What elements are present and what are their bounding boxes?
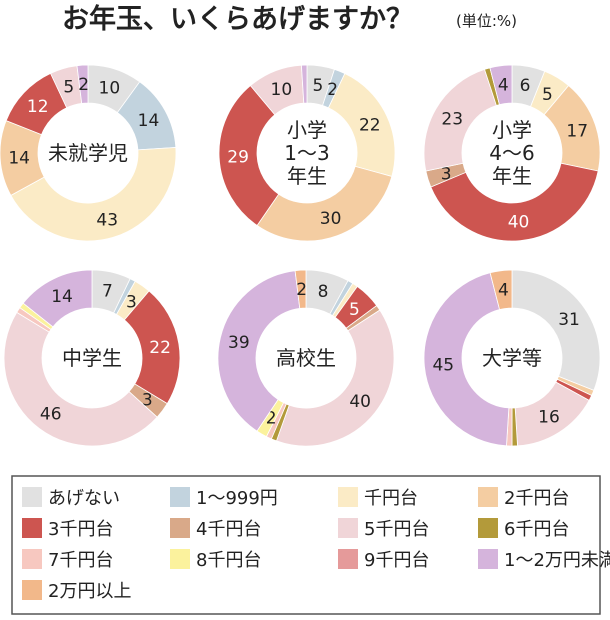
legend-swatch-9 <box>22 549 42 569</box>
data-label-2-5: 29 <box>227 147 249 167</box>
legend-label-12: 1〜2万円未満 <box>504 550 610 571</box>
legend-label-2: 1〜999円 <box>196 488 278 509</box>
data-label-1-4: 14 <box>8 148 30 168</box>
legend-swatch-13 <box>22 580 42 600</box>
slice-6-1 <box>511 269 601 391</box>
data-label-5-7: 40 <box>349 392 371 412</box>
slice-5-7 <box>275 309 395 447</box>
slice-2-5 <box>218 85 280 227</box>
data-label-4-12: 14 <box>51 287 73 307</box>
legend-swatch-10 <box>170 549 190 569</box>
slice-5-13 <box>294 269 307 309</box>
slice-6-13 <box>489 269 513 311</box>
slice-2-4 <box>256 165 393 242</box>
donut-center-label-2: 年生 <box>287 164 327 188</box>
slice-1-12 <box>76 64 89 104</box>
legend-swatch-5 <box>22 518 42 538</box>
legend-label-7: 5千円台 <box>364 519 429 540</box>
data-label-3-6: 3 <box>441 164 452 184</box>
data-label-6-12: 45 <box>432 355 454 375</box>
slice-3-5 <box>430 162 599 242</box>
data-label-5-13: 2 <box>296 280 307 300</box>
legend-box <box>11 475 601 615</box>
legend-swatch-3 <box>338 487 358 507</box>
donut-center-label-3: 4〜6 <box>489 141 534 165</box>
legend-swatch-7 <box>338 518 358 538</box>
legend-label-9: 7千円台 <box>48 550 113 571</box>
data-label-4-1: 7 <box>102 282 113 302</box>
donut-center-label-4: 中学生 <box>62 346 122 370</box>
data-label-3-4: 17 <box>566 121 588 141</box>
legend-label-11: 9千円台 <box>364 550 429 571</box>
data-label-2-4: 30 <box>320 209 342 229</box>
data-label-3-7: 23 <box>441 110 463 130</box>
donut-center-label-2: 小学 <box>287 118 327 142</box>
data-label-1-2: 14 <box>138 111 160 131</box>
legend-swatch-1 <box>22 487 42 507</box>
legend-swatch-11 <box>338 549 358 569</box>
data-label-5-12: 39 <box>228 333 250 353</box>
donut-center-label-3: 小学 <box>492 118 532 142</box>
data-label-4-3: 3 <box>126 292 137 312</box>
legend-label-1: あげない <box>48 488 120 509</box>
data-label-1-5: 12 <box>27 97 49 117</box>
donut-center-label-5: 高校生 <box>276 346 336 370</box>
legend-swatch-12 <box>478 549 498 569</box>
data-label-1-7: 5 <box>63 78 74 98</box>
slice-3-12 <box>489 64 513 106</box>
legend-label-5: 3千円台 <box>48 519 113 540</box>
legend-label-4: 2千円台 <box>504 488 569 509</box>
donut-center-label-3: 年生 <box>492 164 532 188</box>
unit-label: (単位:%) <box>456 12 517 30</box>
slice-4-12 <box>22 269 93 328</box>
data-label-1-12: 2 <box>78 75 89 95</box>
legend-label-8: 6千円台 <box>504 519 569 540</box>
data-label-5-1: 8 <box>318 282 329 302</box>
donut-chart-1: 10 14 43 14 12 5 2 未就学児 <box>0 64 177 242</box>
slice-6-12 <box>423 272 510 447</box>
legend-label-13: 2万円以上 <box>48 581 131 602</box>
slice-5-12 <box>217 270 301 432</box>
slice-1-3 <box>10 147 177 242</box>
data-label-5-5: 5 <box>349 300 360 320</box>
legend-swatch-2 <box>170 487 190 507</box>
data-label-2-7: 10 <box>271 80 293 100</box>
data-label-1-1: 10 <box>99 78 121 98</box>
donut-center-label-2: 1〜3 <box>284 141 329 165</box>
legend-swatch-6 <box>170 518 190 538</box>
data-label-3-12: 4 <box>498 76 509 96</box>
data-label-2-1: 5 <box>312 76 323 96</box>
legend-label-3: 千円台 <box>364 488 418 509</box>
data-label-4-7: 46 <box>40 404 62 424</box>
slice-2-12 <box>300 64 308 104</box>
data-label-6-1: 31 <box>558 310 580 330</box>
chart-title: お年玉、いくらあげますか？ <box>62 3 413 35</box>
data-label-2-3: 22 <box>359 115 381 135</box>
data-label-3-1: 6 <box>520 76 531 96</box>
data-label-2-2: 2 <box>327 80 338 100</box>
data-label-4-5: 22 <box>149 338 171 358</box>
donut-chart-3: 6 5 17 40 3 23 4 小学4〜6年生 <box>423 64 601 242</box>
legend-swatch-4 <box>478 487 498 507</box>
slice-4-7 <box>3 311 158 447</box>
data-label-5-10: 2 <box>266 409 277 429</box>
donut-chart-5: 85 40 2 39 2 高校生 <box>217 269 395 447</box>
data-label-1-3: 43 <box>96 210 118 230</box>
donut-center-label-1: 未就学児 <box>48 141 128 165</box>
data-label-6-7: 16 <box>538 407 560 427</box>
data-label-6-13: 4 <box>498 281 509 301</box>
legend-swatch-8 <box>478 518 498 538</box>
legend-label-6: 4千円台 <box>196 519 261 540</box>
legend-label-10: 8千円台 <box>196 550 261 571</box>
donut-chart-6: 31 16 45 4 大学等 <box>423 269 601 447</box>
donut-center-label-6: 大学等 <box>482 346 542 370</box>
data-label-3-5: 40 <box>508 213 530 233</box>
data-label-4-6: 3 <box>142 390 153 410</box>
data-label-3-3: 5 <box>542 85 553 105</box>
